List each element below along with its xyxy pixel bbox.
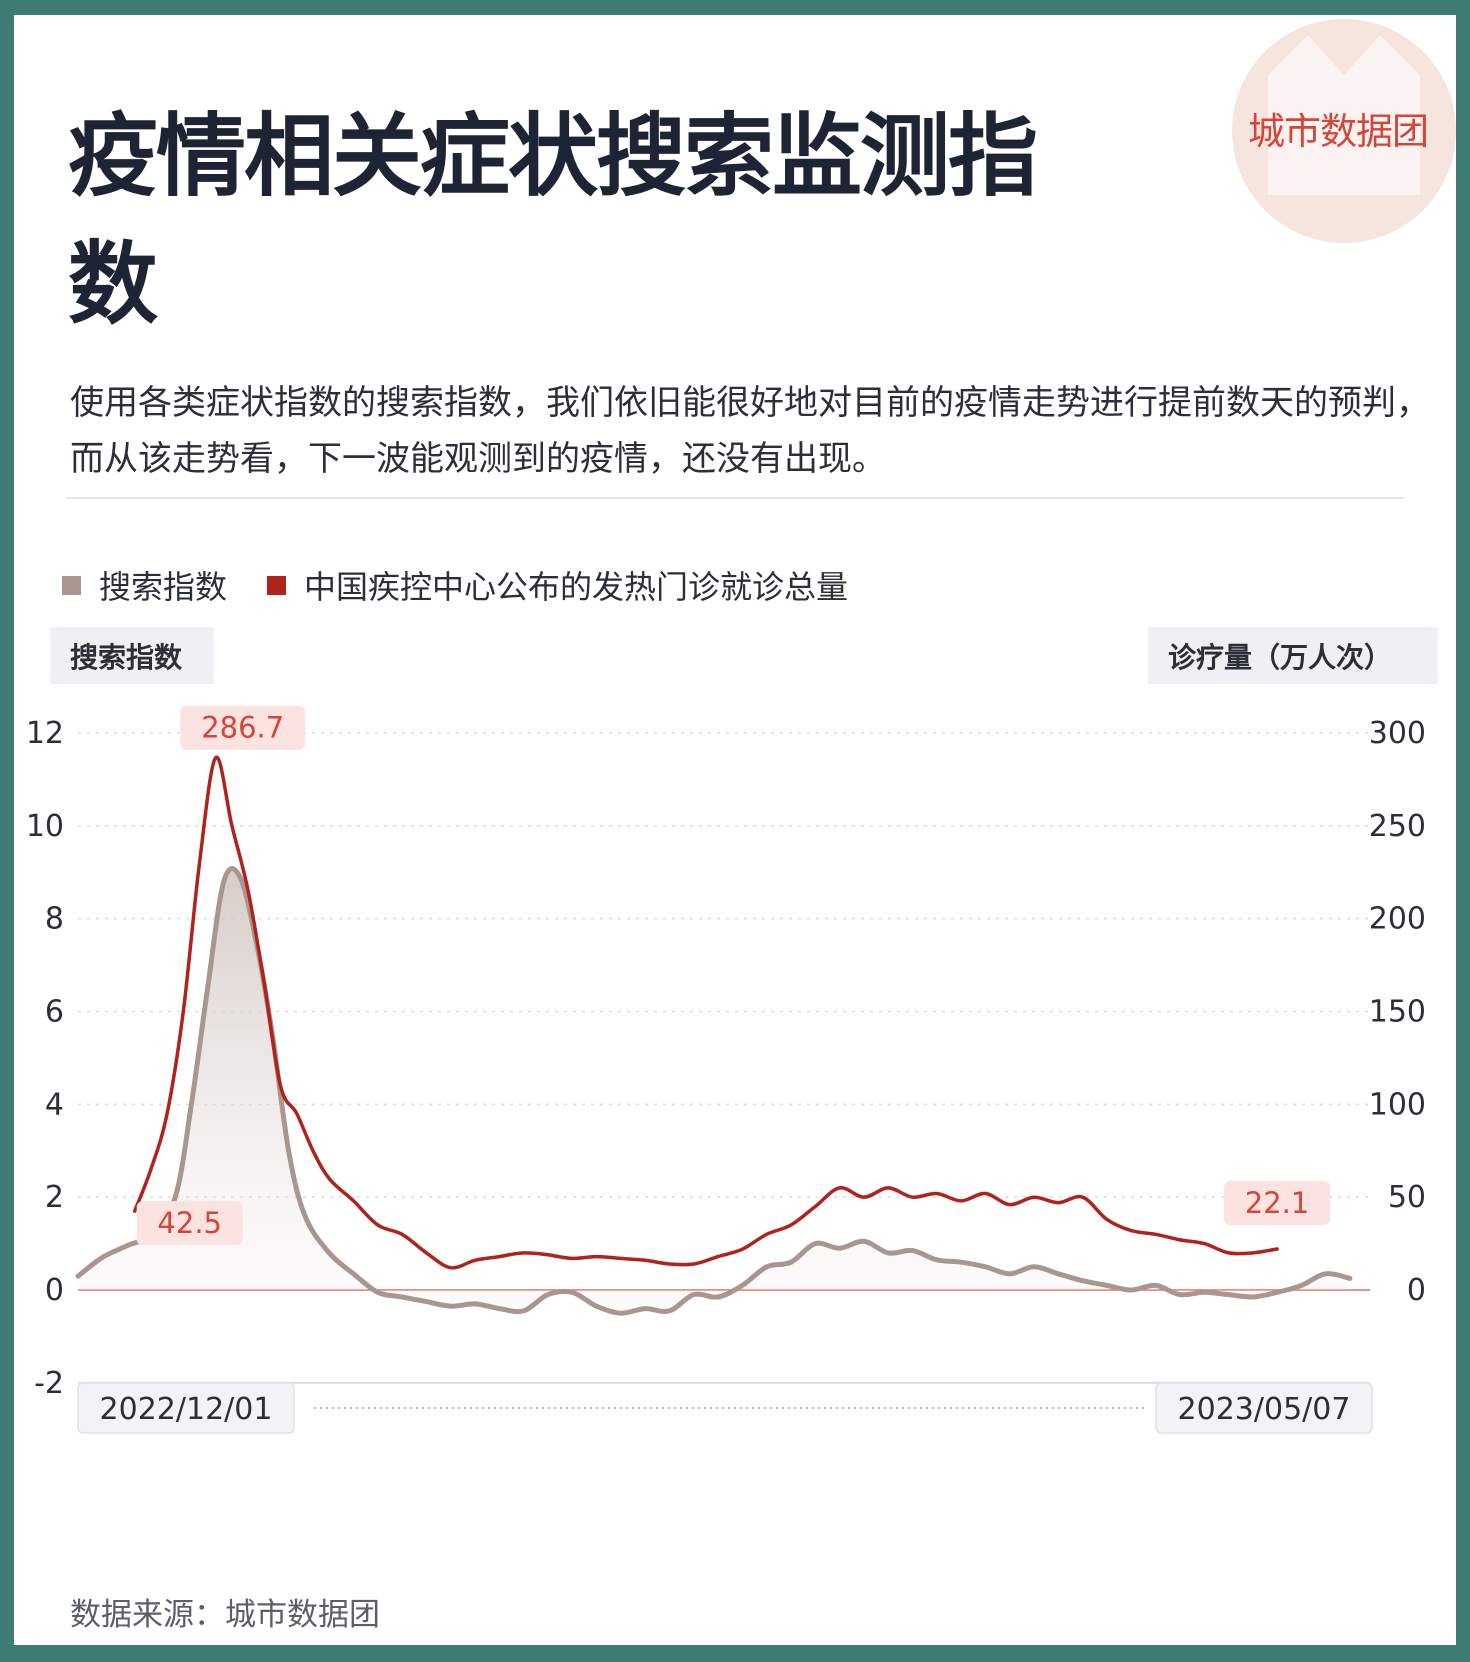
legend-item-search: 搜索指数: [62, 562, 227, 608]
legend-label-fever-clinic: 中国疾控中心公布的发热门诊就诊总量: [304, 568, 849, 606]
x-start-label-text: 2022/12/01: [100, 1392, 273, 1427]
legend-swatch-search: [62, 575, 81, 595]
page-subtitle: 使用各类症状指数的搜索指数，我们依旧能很好地对目前的疫情走势进行提前数天的预判，…: [70, 383, 1430, 479]
page-title: 疫情相关症状搜索监测指数: [68, 104, 1038, 337]
y-right-tick-label: 250: [1369, 809, 1426, 844]
brand-logo-icon: [1232, 19, 1456, 243]
brand-name: 城市数据团: [1248, 110, 1429, 153]
left-axis-title: 搜索指数: [50, 627, 214, 684]
y-right-tick-label: 150: [1369, 995, 1426, 1030]
series-line-1: [132, 755, 1279, 1270]
series-line-0: [75, 866, 1353, 1316]
data-label-box: [136, 1201, 243, 1246]
x-end-label: 2023/05/07: [1155, 1382, 1373, 1434]
chart-legend: 搜索指数 中国疾控中心公布的发热门诊就诊总量: [62, 562, 848, 608]
y-right-tick-label: 0: [1407, 1273, 1426, 1308]
y-left-tick-label: 8: [45, 902, 64, 937]
y-left-tick-label: 4: [45, 1087, 64, 1122]
x-start-label-box: [77, 1382, 295, 1434]
legend-swatch-fever-clinic: [267, 575, 287, 595]
data-label-box: [1224, 1180, 1331, 1225]
x-end-label-box: [1155, 1382, 1373, 1434]
data-label: 42.5: [136, 1201, 243, 1246]
y-right-tick-label: 300: [1369, 716, 1426, 751]
series-area-0: [78, 868, 1350, 1314]
divider: [66, 497, 1404, 499]
x-start-label: 2022/12/01: [77, 1382, 295, 1434]
y-left-tick-label: 2: [45, 1180, 64, 1215]
y-right-tick-label: 100: [1369, 1087, 1426, 1122]
data-label: 286.7: [180, 705, 306, 750]
legend-label-search: 搜索指数: [99, 568, 228, 606]
y-left-tick-label: 0: [45, 1273, 64, 1308]
y-left-tick-label: 10: [26, 809, 64, 844]
line-chart: 12 10 8 6 4 2 0 -2 300 250 200 150 100 50 0 286.7 42.5 2…: [26, 705, 1426, 1434]
y-left-tick-label: 12: [26, 716, 64, 751]
x-end-label-text: 2023/05/07: [1178, 1392, 1351, 1427]
data-label: 22.1: [1224, 1180, 1331, 1225]
data-label-box: [180, 705, 306, 750]
data-source: 数据来源：城市数据团: [70, 1597, 380, 1633]
chart-card: 城市数据团 疫情相关症状搜索监测指数 使用各类症状指数的搜索指数，我们依旧能很好…: [14, 15, 1456, 1645]
y-right-tick-label: 200: [1369, 902, 1426, 937]
data-label-text: 286.7: [201, 711, 284, 745]
legend-item-fever-clinic: 中国疾控中心公布的发热门诊就诊总量: [267, 562, 848, 608]
y-left-tick-label: -2: [34, 1366, 64, 1401]
right-axis-title: 诊疗量（万人次）: [1148, 627, 1438, 684]
data-label-text: 22.1: [1245, 1186, 1310, 1220]
data-label-text: 42.5: [157, 1206, 222, 1240]
y-right-tick-label: 50: [1388, 1180, 1426, 1215]
y-left-tick-label: 6: [45, 995, 64, 1030]
